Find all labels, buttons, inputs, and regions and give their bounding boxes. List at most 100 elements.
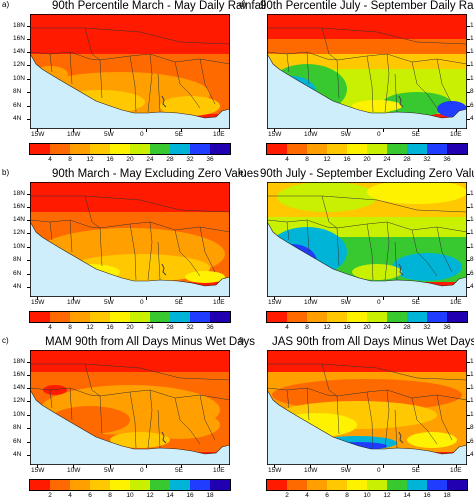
longitude-tick <box>146 297 147 300</box>
latitude-label: 16N <box>13 371 25 378</box>
latitude-tick <box>467 26 470 27</box>
colorbar-swatch <box>130 480 150 490</box>
colorbar-swatch <box>110 312 130 322</box>
colorbar-swatch <box>407 312 427 322</box>
longitude-label: 5E <box>412 467 420 474</box>
country-border <box>99 395 103 435</box>
latitude-tick <box>27 65 30 66</box>
country-border <box>336 59 340 99</box>
longitude-label: 0 <box>377 467 381 474</box>
latitude-label: 10N <box>13 75 25 82</box>
latitude-label: 16N <box>470 371 474 378</box>
colorbar-label: 4 <box>48 156 52 163</box>
colorbar-label: 36 <box>443 156 451 163</box>
latitude-label: 4N <box>13 451 22 458</box>
panel-title: JAS 90th from All Days Minus Wet Days <box>272 336 474 348</box>
colorbar-label: 18 <box>206 492 214 499</box>
longitude-label: 0 <box>377 131 381 138</box>
longitude-tick <box>219 129 220 132</box>
latitude-label: 10N <box>13 411 25 418</box>
country-border <box>336 395 340 435</box>
colorbar-swatch <box>387 144 407 154</box>
colorbar-swatch <box>130 144 150 154</box>
latitude-label: 18N <box>470 358 474 365</box>
latitude-tick <box>467 119 470 120</box>
latitude-tick <box>27 26 30 27</box>
longitude-tick <box>37 129 38 132</box>
latitude-label: 16N <box>470 35 474 42</box>
country-border <box>394 73 398 113</box>
colorbar-label: 28 <box>403 324 411 331</box>
coastline <box>267 350 467 455</box>
latitude-tick <box>467 428 470 429</box>
colorbar-label: 2 <box>285 492 289 499</box>
latitude-tick <box>467 65 470 66</box>
colorbar-label: 6 <box>325 492 329 499</box>
longitude-label: 10W <box>67 467 81 474</box>
country-border <box>321 27 338 61</box>
latitude-tick <box>467 220 470 221</box>
colorbar-label: 16 <box>423 492 431 499</box>
latitude-tick <box>467 247 470 248</box>
colorbar-swatch <box>427 144 447 154</box>
country-border <box>411 229 438 277</box>
longitude-label: 5E <box>412 299 420 306</box>
latitude-tick <box>27 442 30 443</box>
country-border <box>436 58 453 105</box>
latitude-label: 18N <box>13 358 25 365</box>
longitude-tick <box>347 465 348 468</box>
colorbar-label: 4 <box>68 492 72 499</box>
latitude-tick <box>27 52 30 53</box>
map-panel: f) JAS 90th from All Days Minus Wet Days 1… <box>237 336 474 503</box>
colorbar-label: 8 <box>68 324 72 331</box>
latitude-tick <box>27 260 30 261</box>
latitude-tick <box>27 388 30 389</box>
colorbar-swatch <box>90 144 110 154</box>
panel-letter: e) <box>239 168 247 177</box>
longitude-label: 10W <box>304 299 318 306</box>
country-border <box>129 55 137 113</box>
longitude-tick <box>383 465 384 468</box>
longitude-label: 5W <box>104 131 114 138</box>
colorbar-label: 8 <box>108 492 112 499</box>
country-border <box>69 219 73 253</box>
latitude-label: 12N <box>470 229 474 236</box>
latitude-label: 10N <box>470 411 474 418</box>
latitude-label: 14N <box>470 48 474 55</box>
colorbar-label: 36 <box>206 324 214 331</box>
latitude-label: 10N <box>470 243 474 250</box>
longitude-tick <box>73 129 74 132</box>
colorbar-swatch <box>130 312 150 322</box>
panel-letter: c) <box>2 336 9 345</box>
longitude-label: 10W <box>304 131 318 138</box>
colorbar <box>266 143 468 155</box>
colorbar-swatch <box>90 312 110 322</box>
colorbar-swatch <box>150 144 170 154</box>
latitude-label: 8N <box>13 256 22 263</box>
colorbar-label: 24 <box>146 324 154 331</box>
latitude-tick <box>467 207 470 208</box>
country-border <box>30 363 230 381</box>
colorbar-swatch <box>30 480 50 490</box>
latitude-tick <box>27 79 30 80</box>
colorbar-label: 32 <box>423 156 431 163</box>
latitude-label: 8N <box>13 88 22 95</box>
colorbar-label: 12 <box>323 324 331 331</box>
latitude-tick <box>27 194 30 195</box>
map-panel: b) 90th March - May Excluding Zero Values… <box>0 168 259 335</box>
longitude-label: 0 <box>140 467 144 474</box>
latitude-tick <box>27 455 30 456</box>
country-border <box>267 27 467 45</box>
colorbar-swatch <box>307 480 327 490</box>
colorbar-label: 10 <box>126 492 134 499</box>
colorbar-swatch <box>327 480 347 490</box>
colorbar-label: 28 <box>166 324 174 331</box>
colorbar-swatch <box>190 312 210 322</box>
country-border <box>84 27 101 61</box>
country-border <box>366 55 374 113</box>
colorbar-label: 24 <box>383 156 391 163</box>
latitude-tick <box>467 260 470 261</box>
country-border <box>366 223 374 281</box>
longitude-tick <box>219 297 220 300</box>
longitude-tick <box>456 129 457 132</box>
